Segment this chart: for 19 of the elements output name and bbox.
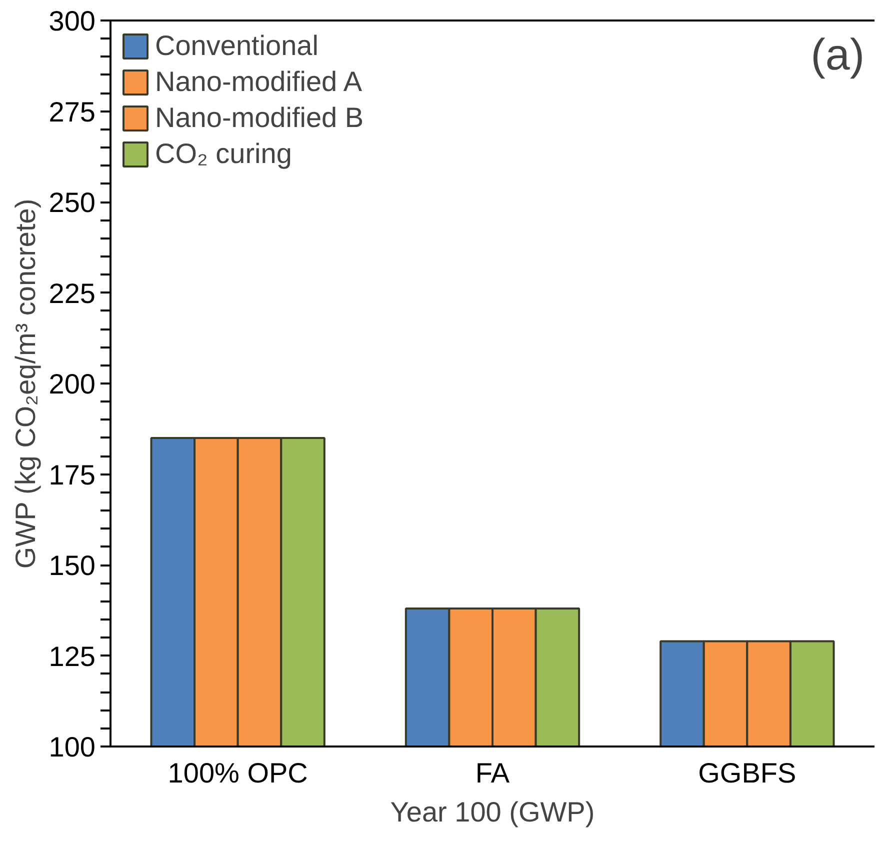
y-axis-title: GWP (kg CO₂eq/m³ concrete) bbox=[10, 198, 41, 569]
y-tick-label: 125 bbox=[48, 640, 96, 672]
legend-label: CO₂ curing bbox=[155, 138, 292, 170]
y-tick-label: 150 bbox=[48, 550, 96, 581]
x-tick-label: 100% OPC bbox=[168, 758, 308, 788]
x-tick-label: FA bbox=[475, 758, 510, 788]
legend-label: Nano-modified A bbox=[155, 66, 362, 98]
annotation: (a) bbox=[810, 30, 865, 80]
x-axis-title: Year 100 (GWP) bbox=[390, 796, 595, 828]
legend-label: Nano-modified B bbox=[155, 102, 364, 134]
y-tick-label: 225 bbox=[48, 278, 96, 309]
y-tick-label: 200 bbox=[48, 368, 96, 400]
x-tick-label: GGBFS bbox=[698, 758, 796, 788]
y-tick-label: 275 bbox=[48, 96, 96, 128]
y-tick-label: 250 bbox=[48, 187, 96, 218]
legend-label: Conventional bbox=[155, 30, 318, 62]
y-tick-label: 100 bbox=[48, 732, 96, 762]
y-tick-label: 175 bbox=[48, 459, 96, 490]
y-tick-label: 300 bbox=[48, 6, 96, 36]
